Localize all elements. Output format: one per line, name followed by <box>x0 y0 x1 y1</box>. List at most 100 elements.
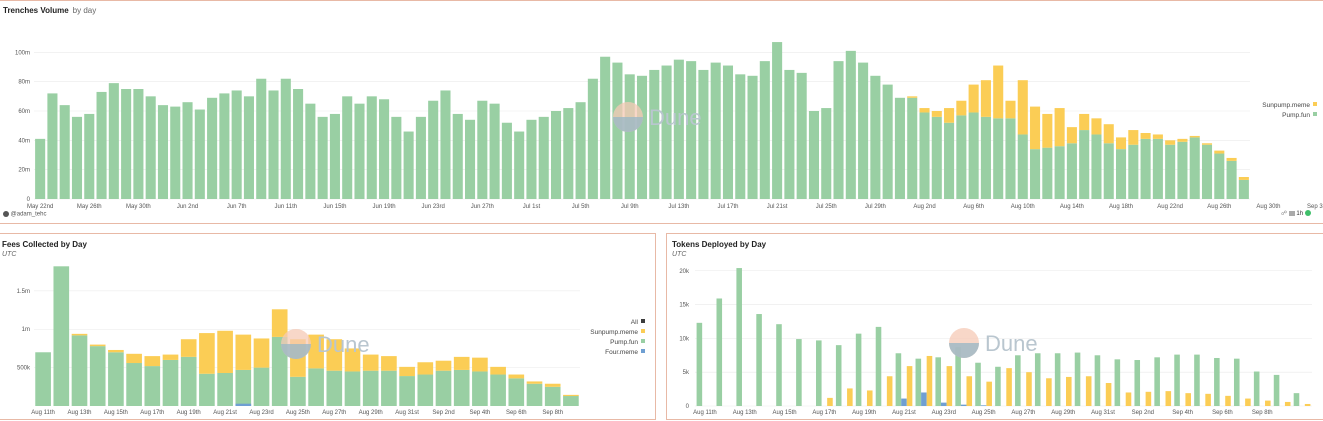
bar-pump-fun <box>501 122 512 199</box>
author-credit[interactable]: @adam_tehc <box>3 211 46 218</box>
legend-label: Pump.fun <box>610 339 638 346</box>
bar-sunpump-meme <box>1201 143 1213 145</box>
bar-pump-fun <box>895 353 902 406</box>
bar-pump-fun <box>47 93 58 199</box>
bar-pump-fun <box>1174 354 1180 406</box>
bar-pump-fun <box>1293 393 1300 406</box>
y-tick-label: 1m <box>22 327 30 333</box>
bar-pump-fun <box>1152 138 1163 199</box>
table-icon[interactable] <box>1288 210 1295 216</box>
x-tick-label: Aug 29th <box>359 410 383 416</box>
x-tick-label: May 30th <box>126 204 151 210</box>
bar-pump-fun <box>907 97 918 199</box>
x-tick-label: May 22nd <box>27 204 53 210</box>
bar-pump-fun <box>575 102 586 199</box>
bar-pump-fun <box>796 339 802 406</box>
bar-pump-fun <box>53 266 70 406</box>
tokens-title: Tokens Deployed by Day <box>672 240 767 249</box>
x-tick-label: Sep 4th <box>1172 410 1193 416</box>
x-tick-label: Aug 13th <box>733 410 757 416</box>
bar-pump-fun <box>759 61 770 200</box>
x-tick-label: Aug 27th <box>1011 410 1035 416</box>
bar-pump-fun <box>696 322 703 406</box>
bar-pump-fun <box>649 69 660 199</box>
bar-pump-fun <box>489 103 500 199</box>
bar-pump-fun <box>121 89 132 199</box>
bar-pump-fun <box>1238 179 1249 199</box>
link-icon[interactable]: ☍ <box>1281 211 1288 217</box>
x-tick-label: Jul 1st <box>523 204 541 210</box>
bar-pump-fun <box>722 65 734 200</box>
bar-sunpump-meme <box>362 354 379 371</box>
bar-sunpump-meme <box>1005 100 1016 119</box>
x-tick-label: Aug 21st <box>892 410 916 416</box>
bar-sunpump-meme <box>453 356 470 370</box>
bar-pump-fun <box>1017 134 1028 199</box>
x-tick-label: Sep 6th <box>1212 410 1233 416</box>
x-tick-label: Jul 9th <box>621 204 639 210</box>
bar-sunpump-meme <box>886 376 893 406</box>
y-tick-label: 15k <box>679 303 690 309</box>
bar-sunpump-meme <box>308 334 324 369</box>
x-tick-label: Aug 31st <box>395 410 419 416</box>
bar-pump-fun <box>1079 130 1090 199</box>
bar-pump-fun <box>1091 134 1102 199</box>
bar-pump-fun <box>344 371 361 406</box>
y-tick-label: 0 <box>27 197 31 203</box>
fees-title: Fees Collected by Day <box>2 240 87 249</box>
bar-pump-fun <box>1154 357 1160 406</box>
x-tick-label: Sep 8th <box>542 410 563 416</box>
bar-sunpump-meme <box>326 339 343 371</box>
bar-pump-fun <box>870 75 881 199</box>
bar-pump-fun <box>1103 143 1114 199</box>
bar-sunpump-meme <box>1046 378 1052 406</box>
bar-pump-fun <box>1114 359 1121 406</box>
bar-pump-fun <box>995 366 1001 406</box>
bar-pump-fun <box>362 370 379 406</box>
bar-sunpump-meme <box>980 80 991 117</box>
bar-pump-fun <box>199 373 215 406</box>
x-tick-label: Aug 29th <box>1051 410 1075 416</box>
bar-pump-fun <box>816 340 822 406</box>
bar-pump-fun <box>661 65 672 200</box>
bar-sunpump-meme <box>1214 150 1225 154</box>
bar-pump-fun <box>182 102 193 199</box>
bar-four-meme <box>901 398 907 406</box>
bar-pump-fun <box>975 362 981 406</box>
bar-sunpump-meme <box>490 366 506 375</box>
bar-pump-fun <box>1066 143 1077 199</box>
refresh-icon[interactable] <box>1304 210 1311 217</box>
bar-pump-fun <box>366 96 377 199</box>
bar-sunpump-meme <box>1165 140 1176 145</box>
bar-sunpump-meme <box>435 360 452 371</box>
bar-pump-fun <box>35 138 46 199</box>
bar-sunpump-meme <box>1189 135 1200 138</box>
bar-pump-fun <box>108 83 119 199</box>
dune-logo-wave <box>949 343 979 358</box>
bar-sunpump-meme <box>1103 124 1114 144</box>
x-tick-label: Jul 5th <box>572 204 590 210</box>
bar-pump-fun <box>1054 146 1065 199</box>
bar-pump-fun <box>776 324 782 406</box>
bar-pump-fun <box>35 352 51 406</box>
bar-pump-fun <box>1134 360 1141 406</box>
bar-pump-fun <box>71 335 88 406</box>
tokens-deployed-panel: Tokens Deployed by Day UTC 0 5k 10k 15k 20k A… <box>666 233 1323 420</box>
bar-pump-fun <box>835 345 842 406</box>
bar-sunpump-meme <box>89 344 106 347</box>
refresh-badge[interactable]: 1h <box>1296 211 1304 217</box>
y-tick-label: 100m <box>15 50 30 56</box>
bar-pump-fun <box>1177 141 1188 199</box>
bar-sunpump-meme <box>1304 403 1311 406</box>
bar-sunpump-meme <box>1226 157 1237 161</box>
bar-pump-fun <box>253 367 270 406</box>
x-tick-label: Sep 2nd <box>432 410 454 416</box>
bar-sunpump-meme <box>1125 392 1132 406</box>
x-tick-label: Aug 17th <box>140 410 164 416</box>
fees-note: UTC <box>2 251 17 258</box>
bar-sunpump-meme <box>126 353 142 364</box>
x-tick-label: Aug 23rd <box>932 410 956 416</box>
x-tick-label: Aug 10th <box>1011 204 1035 210</box>
bar-pump-fun <box>268 90 279 199</box>
bar-pump-fun <box>243 96 254 199</box>
